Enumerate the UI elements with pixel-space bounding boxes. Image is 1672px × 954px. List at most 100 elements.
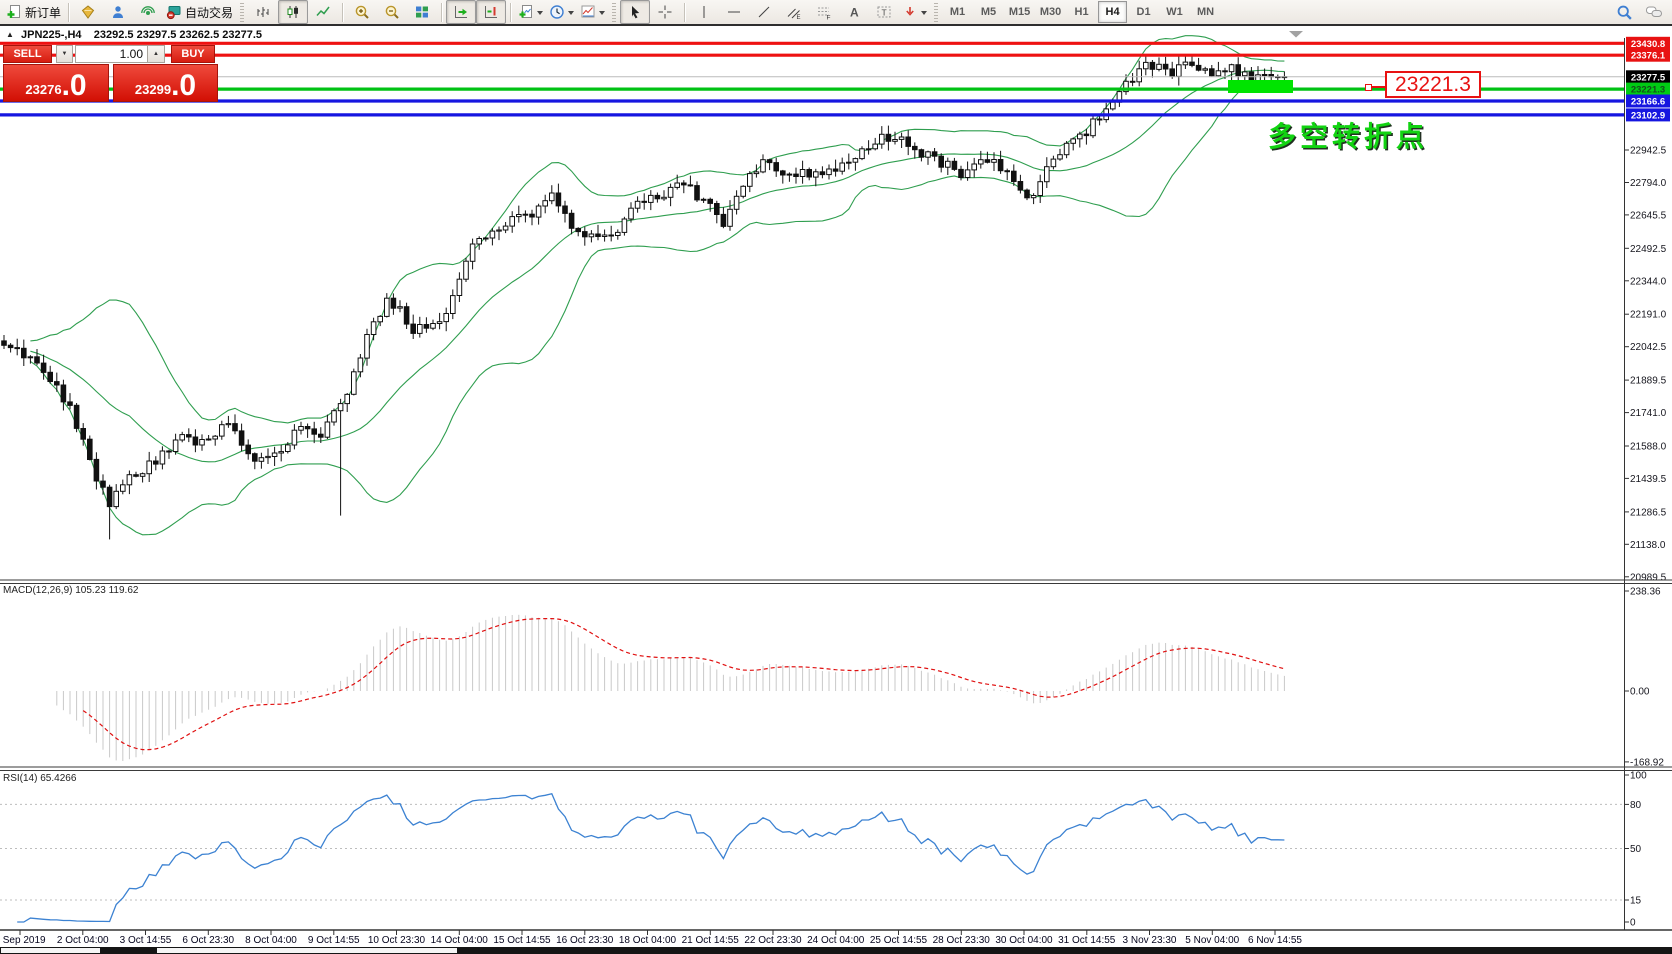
vertical-line-button[interactable] xyxy=(689,0,719,24)
timeframe-button-h4[interactable]: H4 xyxy=(1098,1,1128,23)
periods-button[interactable] xyxy=(546,0,577,24)
candle-body xyxy=(1,340,7,346)
time-axis-label: 6 Oct 23:30 xyxy=(182,935,234,946)
trendline-button[interactable] xyxy=(749,0,779,24)
price-level-label: 23277.5 xyxy=(1631,72,1666,83)
sell-price-display[interactable]: 23276 .0 xyxy=(3,64,109,102)
volume-spinner-up[interactable]: ▲ xyxy=(147,46,164,62)
chart-shift-marker[interactable] xyxy=(1289,31,1303,38)
cursor-button[interactable] xyxy=(620,0,651,24)
time-axis-label: 8 Oct 04:00 xyxy=(245,935,297,946)
collapse-chart-icon[interactable]: ▲ xyxy=(6,30,14,39)
search-button[interactable] xyxy=(1609,0,1639,24)
periods-clock-icon xyxy=(550,5,564,19)
candle-body xyxy=(34,356,40,364)
svg-text:F: F xyxy=(827,15,831,21)
indicators-button[interactable] xyxy=(577,0,608,24)
chat-button[interactable] xyxy=(1639,0,1669,24)
bar-chart-button[interactable] xyxy=(248,0,278,24)
horizontal-line-icon xyxy=(728,11,741,13)
auto-scroll-button[interactable] xyxy=(446,0,477,24)
timeframe-button-m5[interactable]: M5 xyxy=(980,6,997,18)
candle-body xyxy=(615,231,621,236)
candle-body xyxy=(879,133,885,145)
candle-body xyxy=(1182,61,1189,66)
candlestick-chart-button[interactable] xyxy=(278,0,309,24)
candle-body xyxy=(1044,166,1050,183)
horizontal-line-button[interactable] xyxy=(719,0,749,24)
candle-body xyxy=(799,169,806,177)
fibonacci-icon: F xyxy=(818,7,831,21)
candle-body xyxy=(146,460,152,475)
candle-body xyxy=(780,170,786,176)
signals-button[interactable] xyxy=(133,0,163,24)
price-axis-tick-label: 22042.5 xyxy=(1630,342,1667,353)
price-level-label-box xyxy=(1626,94,1670,108)
candle-body xyxy=(153,460,159,465)
price-level-label: 23221.3 xyxy=(1631,85,1665,96)
timeframe-button-d1[interactable]: D1 xyxy=(1136,6,1151,18)
buy-button[interactable]: BUY xyxy=(171,45,215,63)
text-label-button[interactable]: T xyxy=(869,0,899,24)
candle-body xyxy=(661,196,667,200)
chart-shift-button[interactable] xyxy=(476,0,507,24)
sell-button[interactable]: SELL xyxy=(3,45,52,63)
callout-handle[interactable] xyxy=(1365,84,1372,91)
candle-body xyxy=(225,423,232,426)
candle-body xyxy=(166,450,172,453)
timeframe-button-w1[interactable]: W1 xyxy=(1166,6,1183,18)
fibonacci-button[interactable]: F xyxy=(809,0,839,24)
new-chart-button[interactable] xyxy=(515,0,546,24)
equidistant-channel-button[interactable]: E xyxy=(779,0,809,24)
candle-body xyxy=(885,133,892,142)
candle-body xyxy=(232,423,238,432)
community-button[interactable] xyxy=(103,0,133,24)
signals-icon xyxy=(141,6,155,15)
autotrading-button[interactable]: 自动交易 xyxy=(163,0,236,24)
timeframe-button-m1[interactable]: M1 xyxy=(949,6,966,18)
candle-body xyxy=(364,334,370,359)
svg-text:E: E xyxy=(797,15,801,20)
volume-input[interactable]: 1.00 ▲ xyxy=(75,45,165,63)
volume-dropdown-button[interactable]: ▼ xyxy=(56,45,73,63)
timeframe-button-m15[interactable]: M15 xyxy=(1008,6,1031,18)
time-axis-label: 30 Oct 04:00 xyxy=(995,935,1053,946)
line-chart-button[interactable] xyxy=(308,0,338,24)
volume-value[interactable]: 1.00 xyxy=(119,47,143,61)
price-level-label-box xyxy=(1626,108,1670,122)
zoom-in-button[interactable] xyxy=(347,0,377,24)
candle-body xyxy=(80,428,87,440)
tile-windows-button[interactable] xyxy=(407,0,437,24)
candle-body xyxy=(1242,71,1248,77)
chart-profile-button[interactable] xyxy=(73,0,103,24)
price-callout-label[interactable]: 23221.3 xyxy=(1385,71,1481,98)
candle-body xyxy=(918,149,925,158)
buy-price-major: 23299 xyxy=(134,82,172,97)
tile-windows-icon xyxy=(416,6,429,18)
candle-body xyxy=(139,473,146,477)
new-order-button[interactable]: 新订单 xyxy=(3,0,64,24)
timeframe-button-mn[interactable]: MN xyxy=(1196,6,1215,18)
rsi-axis-tick-label: 80 xyxy=(1630,800,1642,811)
highlight-rectangle[interactable] xyxy=(1228,80,1293,93)
turning-point-text[interactable]: 多空转折点 xyxy=(1268,121,1429,152)
candle-body xyxy=(324,421,331,438)
chat-icon xyxy=(1646,6,1662,17)
candle-body xyxy=(641,200,648,203)
timeframe-button-m30[interactable]: M30 xyxy=(1039,6,1062,18)
crosshair-button[interactable] xyxy=(650,0,680,24)
text-button[interactable]: A xyxy=(839,0,869,24)
time-axis-label: 21 Oct 14:55 xyxy=(682,935,740,946)
candle-body xyxy=(370,321,377,335)
arrows-button[interactable] xyxy=(899,0,930,24)
zoom-out-button[interactable] xyxy=(377,0,407,24)
candle-body xyxy=(582,231,588,238)
buy-price-display[interactable]: 23299 .0 xyxy=(113,64,218,102)
timeframe-button-h1[interactable]: H1 xyxy=(1074,6,1089,18)
candle-body xyxy=(1037,181,1044,196)
candle-body xyxy=(859,148,865,160)
candle-body xyxy=(172,439,179,452)
candle-body xyxy=(87,438,93,461)
price-axis-tick-label: 21741.0 xyxy=(1630,408,1667,419)
candle-body xyxy=(1011,170,1017,182)
